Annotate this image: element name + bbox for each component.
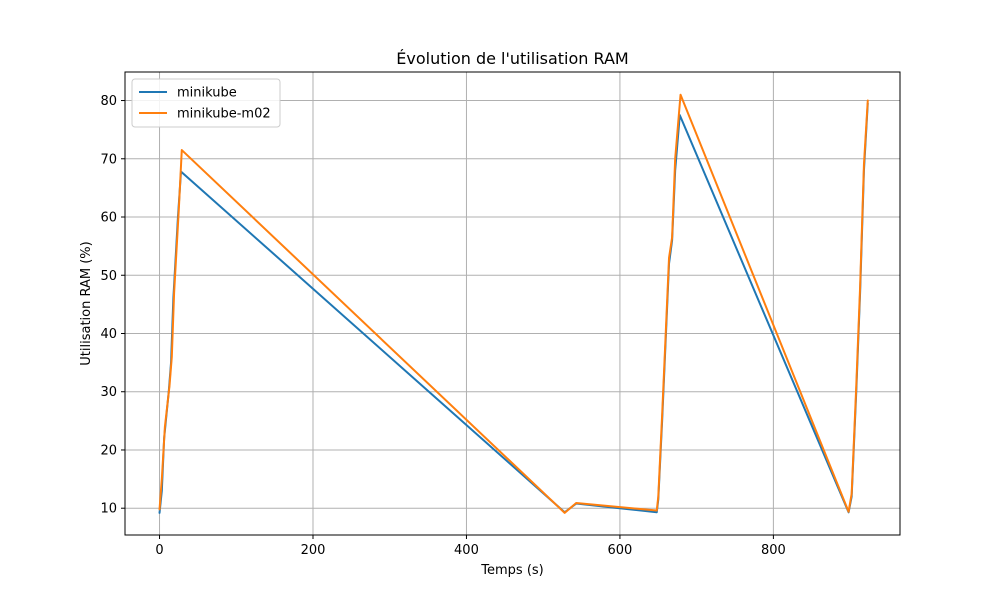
series-lines — [158, 93, 869, 514]
y-tick-label: 20 — [100, 443, 117, 458]
x-tick-label: 800 — [761, 543, 786, 558]
legend: minikube minikube-m02 — [131, 78, 281, 128]
grid — [125, 72, 900, 535]
legend-label-minikube-m02: minikube-m02 — [177, 107, 271, 122]
x-axis-ticks: 0 200 400 600 800 — [155, 535, 786, 558]
plot-frame — [124, 71, 901, 536]
y-tick-label: 80 — [100, 94, 117, 109]
y-tick-label: 30 — [100, 385, 117, 400]
y-tick-label: 60 — [100, 211, 117, 226]
legend-label-minikube: minikube — [177, 86, 237, 101]
chart-title: Évolution de l'utilisation RAM — [396, 49, 628, 68]
y-axis-label: Utilisation RAM (%) — [79, 241, 94, 365]
y-tick-label: 10 — [100, 502, 117, 517]
series-line-minikube-m02 — [158, 93, 869, 514]
legend-box — [131, 78, 281, 128]
x-tick-label: 600 — [608, 543, 633, 558]
y-tick-label: 50 — [100, 269, 117, 284]
x-tick-label: 400 — [454, 543, 479, 558]
x-axis-label: Temps (s) — [480, 563, 543, 578]
y-axis-ticks: 10 20 30 40 50 60 70 80 — [100, 94, 125, 517]
x-tick-label: 0 — [155, 543, 163, 558]
x-tick-label: 200 — [301, 543, 326, 558]
y-tick-label: 40 — [100, 327, 117, 342]
y-tick-label: 70 — [100, 152, 117, 167]
